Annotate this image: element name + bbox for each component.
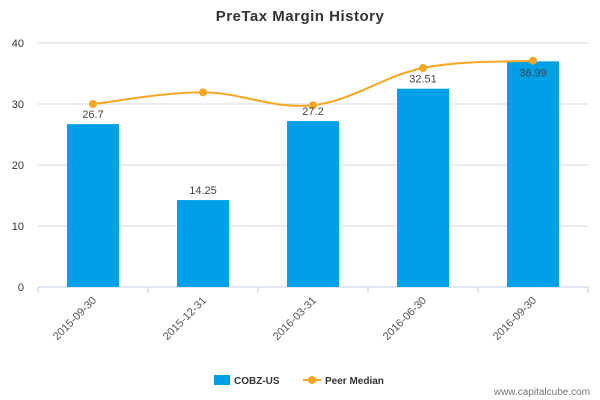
data-label: 26.7	[82, 109, 103, 121]
data-label: 36.99	[519, 67, 547, 79]
legend-label-peer: Peer Median	[325, 376, 384, 387]
data-label: 14.25	[189, 185, 217, 197]
bar	[287, 121, 339, 287]
chart-title: PreTax Margin History	[216, 8, 385, 25]
data-labels: 26.7 14.25 27.2 32.51 36.99	[82, 67, 546, 197]
peer-median-point	[419, 64, 427, 73]
legend: COBZ-US Peer Median	[214, 375, 384, 387]
x-tick-label: 2015-12-31	[161, 295, 209, 343]
line-series	[89, 56, 537, 110]
peer-median-point	[199, 88, 207, 97]
peer-median-line	[92, 59, 534, 107]
y-tick-label: 10	[12, 221, 24, 233]
y-tick-label: 20	[12, 160, 24, 172]
bar	[177, 200, 229, 287]
legend-swatch-cobz	[214, 375, 230, 385]
bar	[397, 88, 449, 288]
legend-swatch-peer-marker	[308, 376, 316, 384]
x-tick-label: 2016-06-30	[381, 295, 429, 343]
source-credit: www.capitalcube.com	[493, 387, 590, 398]
y-tick-label: 40	[12, 38, 24, 50]
bar-series	[67, 61, 559, 288]
data-label: 32.51	[409, 74, 437, 86]
x-tick-label: 2015-09-30	[51, 295, 99, 343]
y-tick-label: 30	[12, 99, 24, 111]
x-tick-label: 2016-09-30	[491, 295, 539, 343]
peer-median-point	[89, 100, 97, 108]
peer-median-point	[309, 101, 317, 110]
y-tick-label: 0	[18, 282, 24, 294]
x-tick-label: 2016-03-31	[271, 295, 319, 343]
data-label: 27.2	[302, 106, 323, 118]
bar	[67, 124, 119, 287]
bar	[507, 61, 559, 288]
peer-median-point	[529, 56, 537, 65]
legend-label-cobz: COBZ-US	[234, 376, 280, 387]
